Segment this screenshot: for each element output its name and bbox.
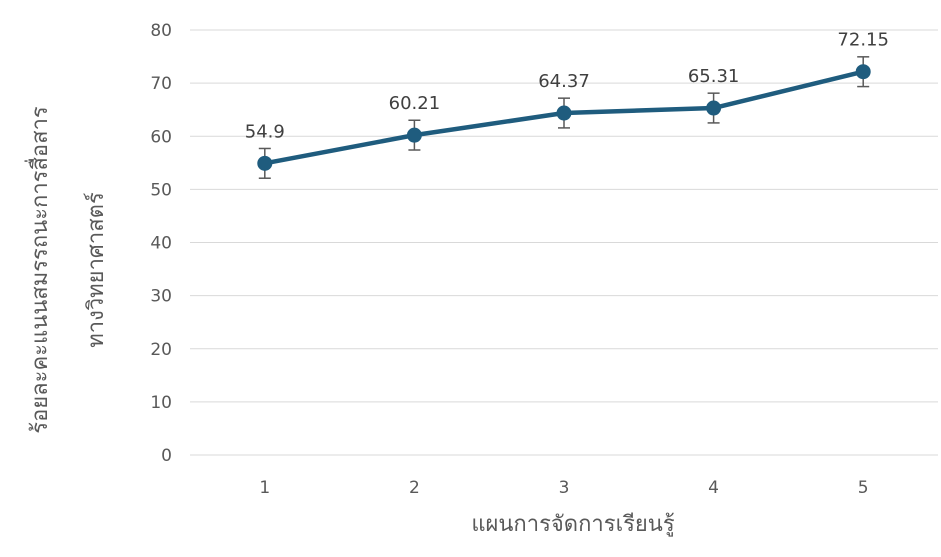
y-axis-title-line-1: ร้อยละคะแนนสมรรถนะการสื่อสาร	[24, 106, 53, 434]
y-tick-label: 40	[150, 234, 172, 254]
y-tick-label: 10	[150, 393, 172, 413]
y-tick-label: 80	[150, 21, 172, 41]
x-tick-label: 5	[858, 478, 869, 498]
data-point	[257, 155, 273, 171]
data-point	[406, 127, 422, 143]
data-label: 64.37	[538, 71, 590, 92]
x-tick-label: 3	[559, 478, 570, 498]
data-label: 65.31	[688, 66, 740, 87]
y-axis-ticks: 0 10 20 30 40 50 60 70 80	[150, 21, 172, 466]
y-axis-title: ร้อยละคะแนนสมรรถนะการสื่อสาร ทางวิทยาศาส…	[24, 106, 109, 434]
data-labels: 54.9 60.21 64.37 65.31 72.15	[245, 30, 889, 143]
data-point	[706, 100, 722, 116]
y-tick-label: 20	[150, 340, 172, 360]
y-axis-title-line-2: ทางวิทยาศาสตร์	[84, 192, 109, 348]
series-group	[257, 56, 871, 179]
y-tick-label: 0	[161, 446, 172, 466]
y-tick-label: 50	[150, 180, 172, 200]
data-point	[556, 105, 572, 121]
data-label: 60.21	[389, 93, 441, 114]
data-point	[855, 64, 871, 80]
x-tick-label: 2	[409, 478, 420, 498]
gridlines	[190, 29, 938, 456]
y-tick-label: 30	[150, 287, 172, 307]
x-tick-label: 1	[259, 478, 270, 498]
y-tick-label: 60	[150, 127, 172, 147]
data-label: 72.15	[837, 30, 889, 51]
x-axis-ticks: 1 2 3 4 5	[259, 478, 868, 498]
y-tick-label: 70	[150, 74, 172, 94]
x-axis-title: แผนการจัดการเรียนรู้	[471, 512, 675, 537]
data-label: 54.9	[245, 121, 285, 142]
x-tick-label: 4	[708, 478, 719, 498]
